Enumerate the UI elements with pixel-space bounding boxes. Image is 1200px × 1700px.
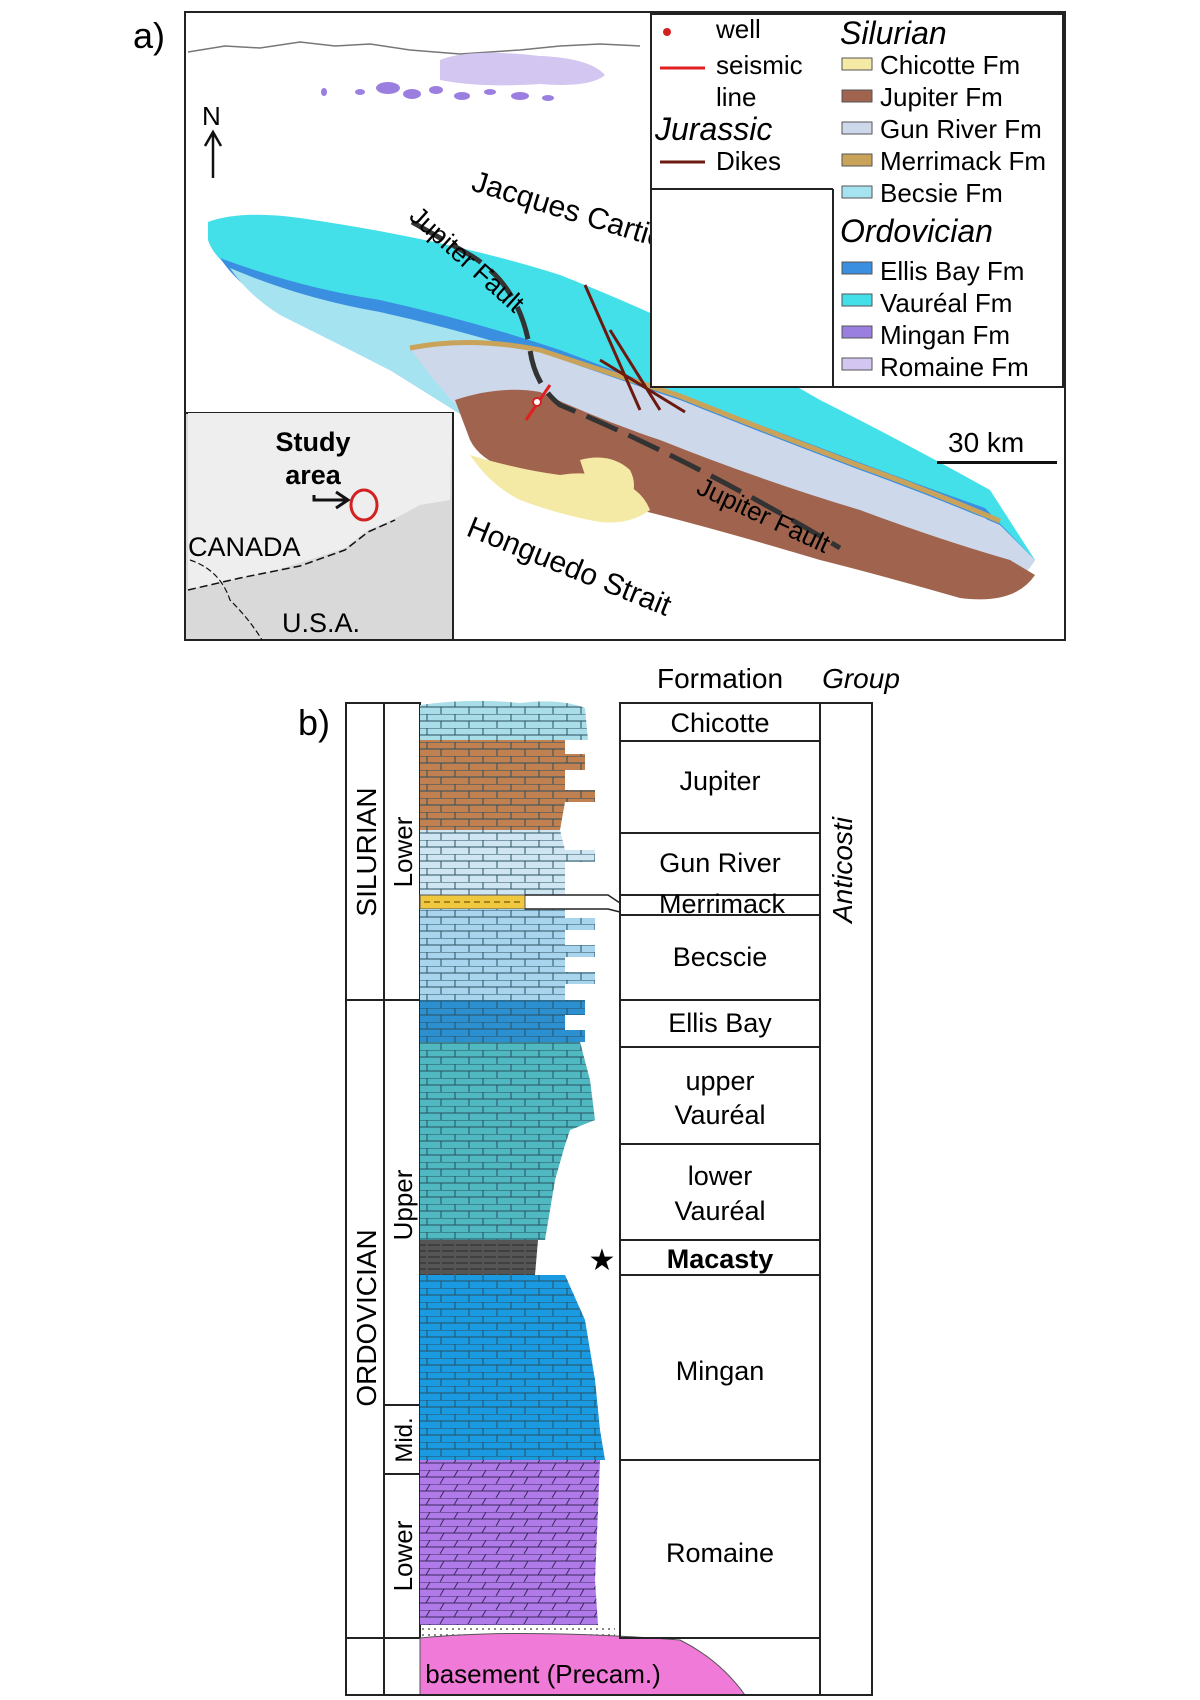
- panel-b-label: b): [298, 702, 330, 743]
- legend-swatch-mingan: [841, 325, 873, 339]
- scale-bar-label: 30 km: [948, 427, 1024, 458]
- scale-bar: [937, 461, 1057, 464]
- group-label-anticosti: Anticosti: [827, 816, 858, 925]
- formation-label-upper-vaureal-1: upper: [685, 1066, 754, 1096]
- litho-chicotte-pattern: [420, 700, 588, 740]
- legend-swatch-romaine: [841, 357, 873, 371]
- north-arrow-icon: [203, 129, 223, 178]
- legend-swatch-gun-river: [841, 121, 873, 135]
- legend-well-label: well: [715, 14, 761, 44]
- formation-label-gun-river: Gun River: [659, 848, 781, 878]
- series-lower-ordovician: Lower: [388, 1520, 418, 1591]
- litho-becscie-pattern: [420, 909, 595, 1000]
- legend-swatch-chicotte: [841, 57, 873, 71]
- legend: well seismic line Jurassic Dikes Siluria…: [650, 13, 1064, 388]
- legend-swatch-jupiter: [841, 89, 873, 103]
- jupiter-fault-trace: [410, 219, 842, 551]
- formation-label-macasty: Macasty: [667, 1244, 774, 1274]
- chicotte-fm-area-2: [580, 457, 634, 505]
- litho-macasty-pattern: [420, 1240, 538, 1275]
- group-header: Group: [822, 663, 900, 694]
- inset-canada-label: CANADA: [188, 532, 301, 562]
- litho-gun-river-pattern: [420, 830, 595, 895]
- well-on-map: [532, 397, 542, 407]
- litho-romaine-pattern: [420, 1460, 600, 1625]
- litho-vaureal-pattern: [420, 1042, 595, 1240]
- formation-label-lower-vaureal-2: Vauréal: [674, 1196, 765, 1226]
- jupiter-fm-area: [455, 389, 1035, 600]
- litho-ellis-bay-pattern: [420, 1000, 585, 1042]
- legend-jurassic-title: Jurassic: [654, 111, 772, 147]
- system-silurian: SILURIAN: [351, 787, 382, 916]
- formation-label-becscie: Becscie: [673, 942, 768, 972]
- series-middle-ordovician: Mid.: [391, 1417, 418, 1462]
- inset-map: Study area CANADA U.S.A.: [184, 412, 454, 641]
- series-lower-silurian: Lower: [388, 816, 418, 887]
- formation-label-upper-vaureal-2: Vauréal: [674, 1100, 765, 1130]
- study-area-arrow-icon: [312, 490, 351, 510]
- legend-dikes-label: Dikes: [716, 146, 781, 176]
- dikes: [583, 284, 686, 414]
- series-upper-ordovician: Upper: [388, 1169, 418, 1240]
- legend-label-ellis-bay: Ellis Bay Fm: [880, 256, 1024, 286]
- legend-label-vaureal: Vauréal Fm: [880, 288, 1012, 318]
- legend-swatch-vaureal: [841, 293, 873, 307]
- north-arrow-label: N: [202, 101, 221, 131]
- inset-study-label-1: Study: [275, 427, 350, 457]
- legend-ordovician-items: Ellis Bay Fm Vauréal Fm Mingan Fm Romain…: [841, 256, 1029, 382]
- mingan-islands: [321, 82, 554, 101]
- litho-jupiter-pattern: [420, 740, 595, 830]
- lithologic-column: [419, 700, 746, 1696]
- macasty-star-icon: ★: [589, 1244, 616, 1277]
- formation-label-mingan: Mingan: [676, 1356, 765, 1386]
- formation-label-romaine: Romaine: [666, 1538, 774, 1568]
- litho-mingan-pattern: [420, 1275, 605, 1460]
- formation-label-jupiter: Jupiter: [679, 766, 760, 796]
- legend-label-romaine: Romaine Fm: [880, 352, 1029, 382]
- study-area-circle: [349, 488, 379, 522]
- inset-border-2: [189, 559, 263, 641]
- legend-label-merrimack: Merrimack Fm: [880, 146, 1046, 176]
- merrimack-leader: [525, 894, 621, 913]
- legend-label-chicotte: Chicotte Fm: [880, 50, 1020, 80]
- legend-silurian-title: Silurian: [840, 15, 947, 51]
- legend-seismic-label-1: seismic: [716, 50, 803, 80]
- legend-ordovician-title: Ordovician: [840, 213, 993, 249]
- legend-silurian-items: Chicotte Fm Jupiter Fm Gun River Fm Merr…: [841, 50, 1046, 208]
- inset-usa-label: U.S.A.: [282, 608, 360, 638]
- inset-study-label-2: area: [285, 460, 342, 490]
- legend-label-mingan: Mingan Fm: [880, 320, 1010, 350]
- formation-label-merrimack: Merrimack: [659, 889, 785, 919]
- formation-label-lower-vaureal-1: lower: [688, 1161, 753, 1191]
- legend-swatch-ellis-bay: [841, 261, 873, 275]
- legend-swatch-becsie: [841, 185, 873, 199]
- mingan-romaine-area: [440, 52, 605, 86]
- north-shore-coast: [187, 41, 641, 55]
- formation-label-chicotte: Chicotte: [670, 708, 769, 738]
- inset-border: [187, 519, 396, 591]
- legend-well-icon: [663, 28, 671, 36]
- legend-box: [650, 13, 1064, 388]
- merrimack-fm-band: [409, 340, 1001, 524]
- formation-label-basement: basement (Precam.): [425, 1659, 661, 1689]
- formation-label-ellis-bay: Ellis Bay: [668, 1008, 772, 1038]
- chicotte-fm-area: [470, 455, 650, 523]
- panel-a-label: a): [133, 15, 165, 56]
- system-ordovician: ORDOVICIAN: [351, 1229, 382, 1406]
- legend-swatch-merrimack: [841, 153, 873, 167]
- legend-label-becsie: Becsie Fm: [880, 178, 1003, 208]
- legend-seismic-label-2: line: [716, 82, 756, 112]
- legend-label-jupiter: Jupiter Fm: [880, 82, 1003, 112]
- formation-header: Formation: [657, 663, 783, 694]
- legend-label-gun-river: Gun River Fm: [880, 114, 1042, 144]
